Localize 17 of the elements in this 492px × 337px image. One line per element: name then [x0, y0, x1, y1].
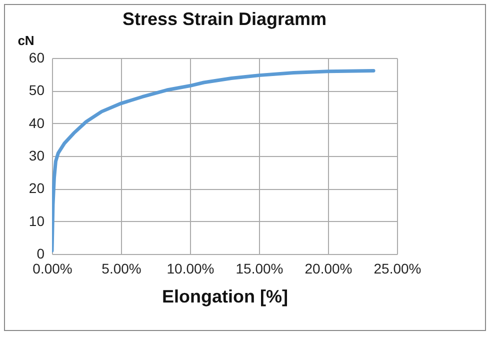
y-axis-title: cN: [18, 33, 34, 48]
y-tick-label: 0: [36, 246, 45, 262]
y-tick-label: 60: [28, 50, 45, 66]
chart-title: Stress Strain Diagramm: [122, 9, 327, 29]
y-tick-label: 20: [28, 180, 45, 196]
y-tick-label: 50: [28, 82, 45, 98]
y-tick-label: 40: [28, 114, 45, 131]
x-tick-label: 20.00%: [304, 260, 352, 276]
x-tick-label: 5.00%: [102, 260, 142, 276]
x-axis-title: Elongation [%]: [162, 286, 288, 306]
x-tick-label: 15.00%: [236, 260, 284, 276]
y-tick-label: 10: [28, 212, 45, 229]
line-series: [52, 68, 376, 252]
x-tick-label: 0.00%: [32, 260, 72, 276]
x-tick-label: 25.00%: [374, 260, 422, 276]
x-tick-label: 10.00%: [166, 260, 214, 276]
y-tick-label: 30: [28, 148, 45, 164]
